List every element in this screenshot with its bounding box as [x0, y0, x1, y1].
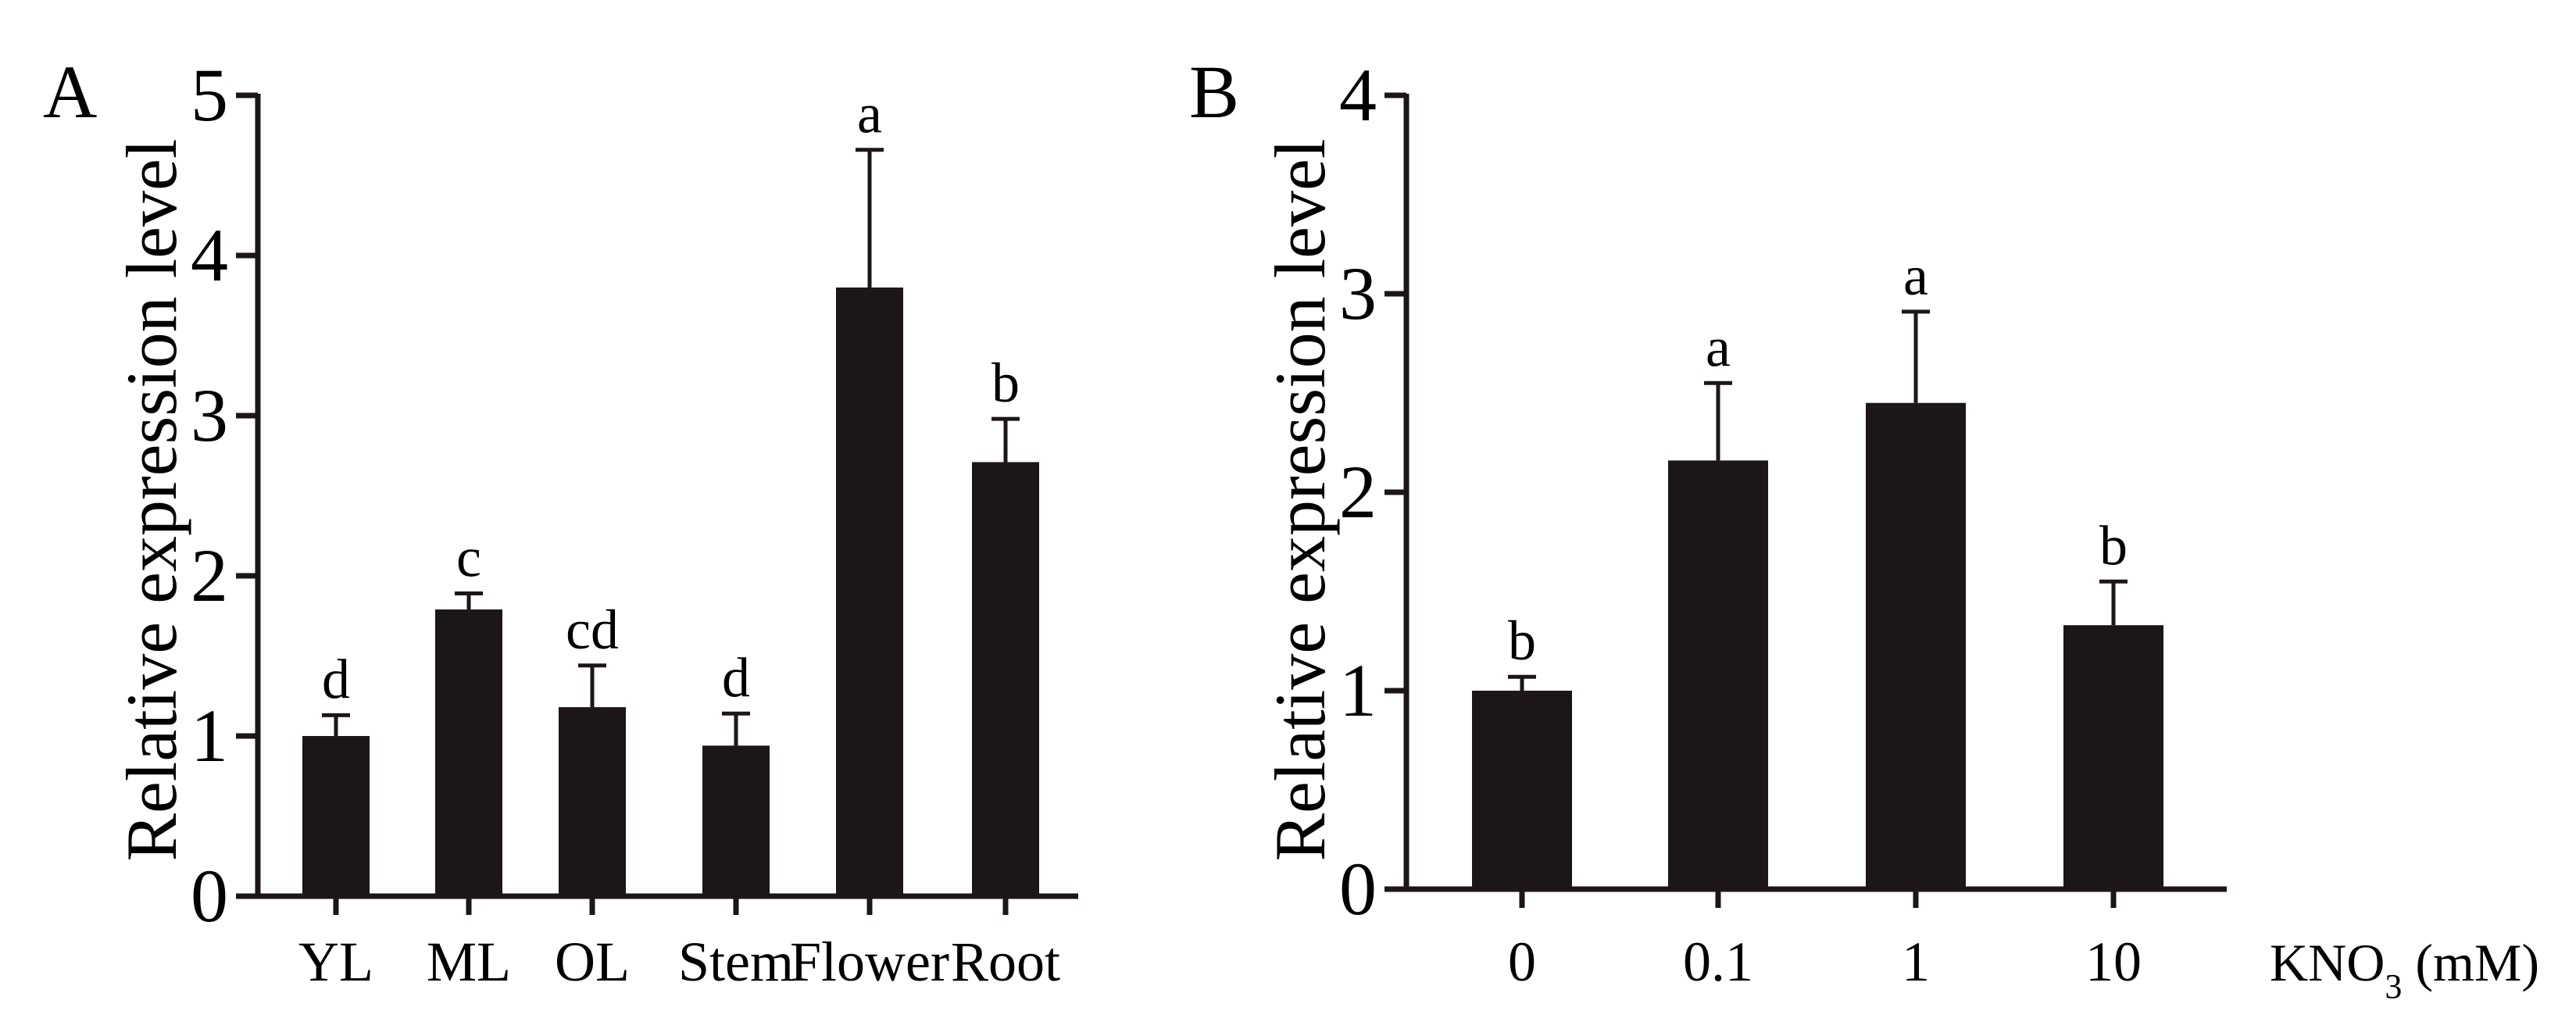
panel-b-bar — [1668, 460, 1768, 889]
panel-a-y-tick-label: 1 — [191, 694, 228, 777]
panel-b-bar — [2063, 625, 2163, 889]
panel-a-category-label: ML — [427, 931, 511, 993]
panel-b-y-axis-title: Relative expression level — [1260, 139, 1340, 862]
panel-b-y-tick-label: 0 — [1339, 847, 1377, 931]
panel-b-plot: 0 1 2 3 4 b 0 a 0.1 a 1 b 10 — [1339, 53, 2227, 993]
panel-b-y-tick-label: 3 — [1339, 252, 1377, 335]
panel-b-category-label: 0.1 — [1683, 931, 1753, 993]
x-axis-title-unit: (mM) — [2402, 933, 2539, 992]
x-axis-title-main: KNO — [2270, 933, 2385, 992]
panel-a-category-label: Flower — [790, 931, 949, 993]
panel-b-y-tick-label: 2 — [1339, 450, 1377, 534]
panel-a-y-tick-label: 0 — [191, 854, 228, 938]
panel-b-significance-label: b — [1508, 609, 1536, 672]
panel-b-category-label: 1 — [1902, 931, 1930, 993]
panel-a-y-tick-label: 4 — [191, 213, 228, 297]
panel-b-bar — [1472, 691, 1572, 889]
panel-a-bar — [836, 288, 903, 896]
panel-a-bar — [972, 462, 1039, 896]
panel-a-plot: 0 1 2 3 4 5 d YL c ML cd OL d Stem a Flower b Root — [191, 53, 1078, 993]
panel-a-bar — [302, 736, 370, 896]
panel-b-significance-label: a — [1903, 245, 1928, 307]
panel-a-significance-label: b — [991, 352, 1020, 414]
panel-a-bar — [559, 707, 626, 896]
panel-a-y-tick-label: 3 — [191, 373, 228, 457]
x-axis-title-subscript: 3 — [2385, 967, 2402, 1006]
panel-a-significance-label: d — [322, 648, 350, 710]
panel-b-y-tick-label: 1 — [1339, 648, 1377, 732]
panel-a: A Relative expression level 0 1 2 3 4 5 d YL c ML… — [43, 50, 1078, 993]
panel-a-significance-label: d — [722, 646, 750, 709]
panel-b-x-axis-title: KNO3 (mM) — [2270, 933, 2539, 1006]
panel-b-significance-label: b — [2099, 514, 2128, 577]
panel-a-significance-label: a — [857, 83, 882, 145]
panel-a-category-label: OL — [555, 931, 630, 993]
panel-b-category-label: 0 — [1508, 931, 1536, 993]
panel-a-category-label: Stem — [678, 931, 794, 993]
panel-b-category-label: 10 — [2085, 931, 2142, 993]
panel-a-bar — [435, 609, 502, 896]
panel-a-letter: A — [43, 50, 97, 134]
panel-a-significance-label: c — [456, 527, 481, 589]
panel-b-significance-label: a — [1706, 316, 1731, 378]
panel-a-significance-label: cd — [566, 598, 619, 661]
panel-b: B Relative expression level 0 1 2 3 4 b 0 a 0.1 a… — [1189, 50, 2539, 1006]
panel-a-category-label: Root — [951, 931, 1060, 993]
panel-a-y-axis-title: Relative expression level — [112, 139, 191, 862]
panel-b-bar — [1866, 402, 1966, 889]
panel-a-bar — [702, 745, 770, 896]
panel-b-y-tick-label: 4 — [1339, 53, 1377, 137]
panel-a-y-tick-label: 2 — [191, 534, 228, 617]
panel-a-category-label: YL — [298, 931, 373, 993]
panel-a-y-tick-label: 5 — [191, 53, 228, 137]
panel-b-letter: B — [1189, 50, 1239, 134]
